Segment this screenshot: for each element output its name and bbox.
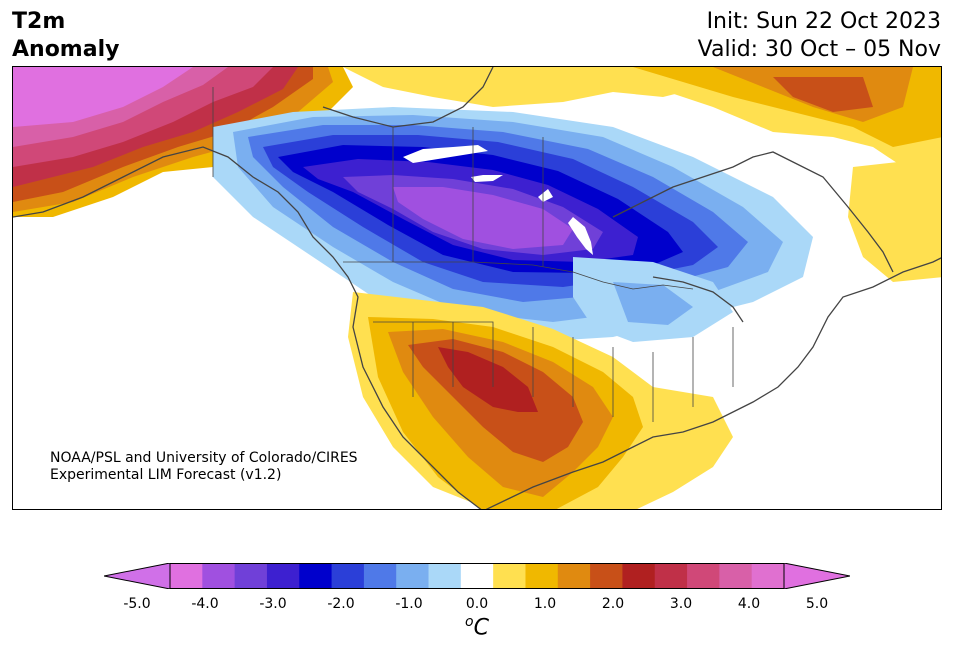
colorbar-segment [428, 563, 462, 589]
colorbar-segment [557, 563, 591, 589]
colorbar-tick-label: -4.0 [191, 596, 219, 612]
colorbar-segment [331, 563, 365, 589]
lake [403, 145, 488, 163]
credit-line-2: Experimental LIM Forecast (v1.2) [50, 467, 282, 483]
colorbar [104, 563, 850, 589]
colorbar-tick-label: 3.0 [669, 596, 693, 612]
colorbar-segment [751, 563, 785, 589]
colorbar-frame [169, 563, 785, 589]
colorbar-segment [170, 563, 203, 589]
colorbar-segment [654, 563, 688, 589]
unit-base: C [473, 615, 489, 641]
colorbar-tick-label: 2.0 [601, 596, 625, 612]
anomaly-map: NOAA/PSL and University of Colorado/CIRE… [12, 66, 942, 510]
colorbar-tick-label: -3.0 [259, 596, 287, 612]
date-info: Init: Sun 22 Oct 2023 Valid: 30 Oct – 05… [698, 8, 941, 64]
colorbar-tick-label: 4.0 [737, 596, 761, 612]
colorbar-segment [525, 563, 559, 589]
colorbar-segment [363, 563, 397, 589]
colorbar-segment [687, 563, 720, 589]
political-borders [212, 87, 734, 422]
colorbar-segment [299, 563, 333, 589]
colorbar-segment [590, 563, 623, 589]
title-line-1: T2m [12, 9, 66, 34]
colorbar-under-extension [104, 563, 171, 589]
colorbar-tick-label: -5.0 [123, 596, 151, 612]
map-title: T2m Anomaly [12, 8, 119, 64]
colorbar-segment [396, 563, 430, 589]
colorbar-tick-label: -2.0 [327, 596, 355, 612]
unit-superscript: o [465, 614, 474, 630]
colorbar-ticks: -5.0 -4.0 -3.0 -2.0 -1.0 0.0 1.0 2.0 3.0 4.0 5.0 [0, 596, 953, 616]
colorbar-segment [266, 563, 300, 589]
colorbar-segment [719, 563, 753, 589]
unit-label: oC [465, 614, 489, 640]
colorbar-segment [202, 563, 236, 589]
coastlines [13, 67, 941, 509]
colorbar-segment [234, 563, 268, 589]
init-date: Init: Sun 22 Oct 2023 [706, 9, 941, 34]
colorbar-tick-label: 0.0 [465, 596, 489, 612]
credit-line-1: NOAA/PSL and University of Colorado/CIRE… [50, 450, 358, 466]
colorbar-segment [460, 563, 494, 589]
title-line-2: Anomaly [12, 37, 120, 62]
colorbar-tick-label: 1.0 [533, 596, 557, 612]
colorbar-tick-label: -1.0 [395, 596, 423, 612]
map-credit: NOAA/PSL and University of Colorado/CIRE… [50, 450, 358, 484]
colorbar-segment [493, 563, 526, 589]
colorbar-tick-label: 5.0 [805, 596, 829, 612]
colorbar-segment [622, 563, 656, 589]
valid-date: Valid: 30 Oct – 05 Nov [697, 37, 941, 62]
colorbar-over-extension [783, 563, 850, 589]
map-canvas [13, 67, 941, 509]
